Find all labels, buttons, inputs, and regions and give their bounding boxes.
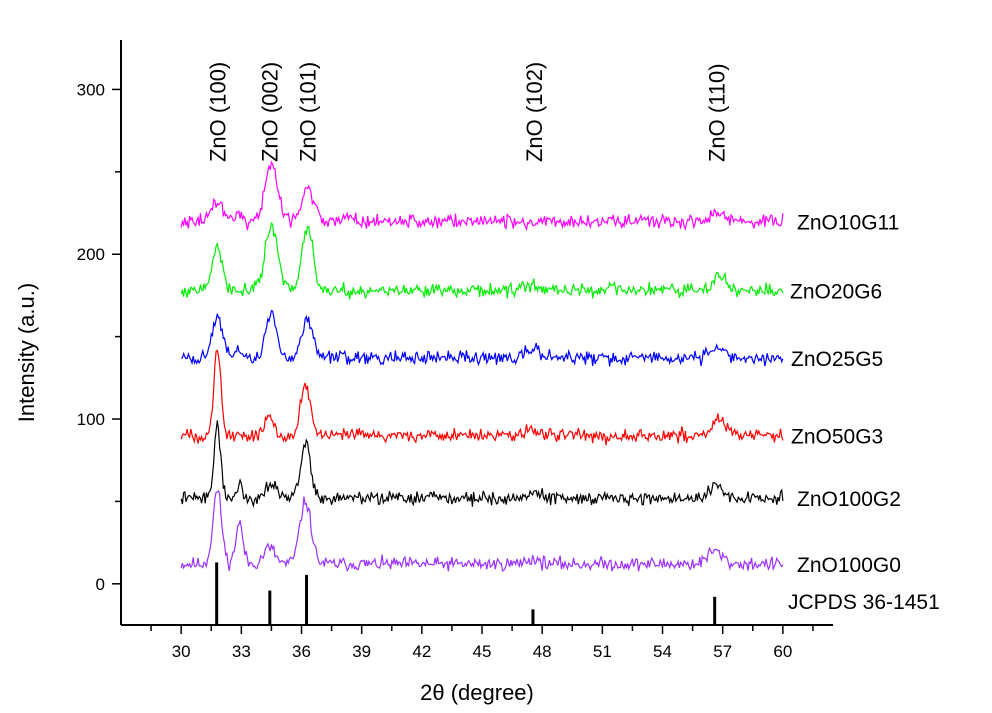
ticks: 30 33 36 39 42 45 48 51 54 57 60 0 100 200 300 (77, 80, 814, 661)
y-tick-label: 100 (77, 410, 105, 429)
series-line-ZnO10G11 (180, 160, 784, 232)
series-label: ZnO100G2 (797, 488, 901, 511)
peak-label: ZnO (110) (705, 63, 730, 162)
x-tick-label: 33 (232, 642, 251, 661)
x-tick-label: 42 (412, 642, 431, 661)
series-label: ZnO10G11 (797, 211, 899, 234)
reference-layer: JCPDS 36-1451 (215, 562, 940, 625)
series-line-ZnO20G6 (180, 222, 784, 300)
x-tick-label: 48 (533, 642, 552, 661)
series-line-ZnO100G2 (180, 420, 784, 509)
y-tick-label: 0 (96, 575, 105, 594)
peak-label: ZnO (102) (522, 62, 547, 162)
series-label: ZnO50G3 (791, 425, 883, 448)
series-label: ZnO25G5 (791, 348, 883, 371)
series-line-ZnO100G0 (180, 490, 784, 573)
peak-label: ZnO (100) (205, 62, 230, 162)
x-tick-label: 60 (773, 642, 792, 661)
reference-label: JCPDS 36-1451 (788, 591, 940, 614)
peak-label: ZnO (002) (257, 62, 282, 162)
series-label: ZnO20G6 (790, 280, 882, 303)
x-tick-label: 39 (352, 642, 371, 661)
series-line-ZnO25G5 (181, 309, 784, 367)
x-tick-label: 51 (593, 642, 612, 661)
x-tick-label: 54 (653, 642, 672, 661)
y-tick-label: 200 (77, 245, 105, 264)
labels-layer: ZnO100G0 ZnO100G2 ZnO50G3 ZnO25G5 ZnO20G6 ZnO… (205, 62, 901, 577)
peak-label: ZnO (101) (296, 62, 321, 162)
y-tick-label: 300 (77, 80, 105, 99)
series-layer (180, 160, 784, 573)
x-tick-label: 45 (473, 642, 492, 661)
x-tick-label: 57 (713, 642, 732, 661)
x-tick-label: 30 (172, 642, 191, 661)
series-line-ZnO50G3 (180, 349, 784, 446)
series-label: ZnO100G0 (797, 554, 901, 577)
x-tick-label: 36 (292, 642, 311, 661)
y-axis-title: Intensity (a.u.) (14, 283, 39, 422)
x-axis-title: 2θ (degree) (420, 680, 534, 705)
